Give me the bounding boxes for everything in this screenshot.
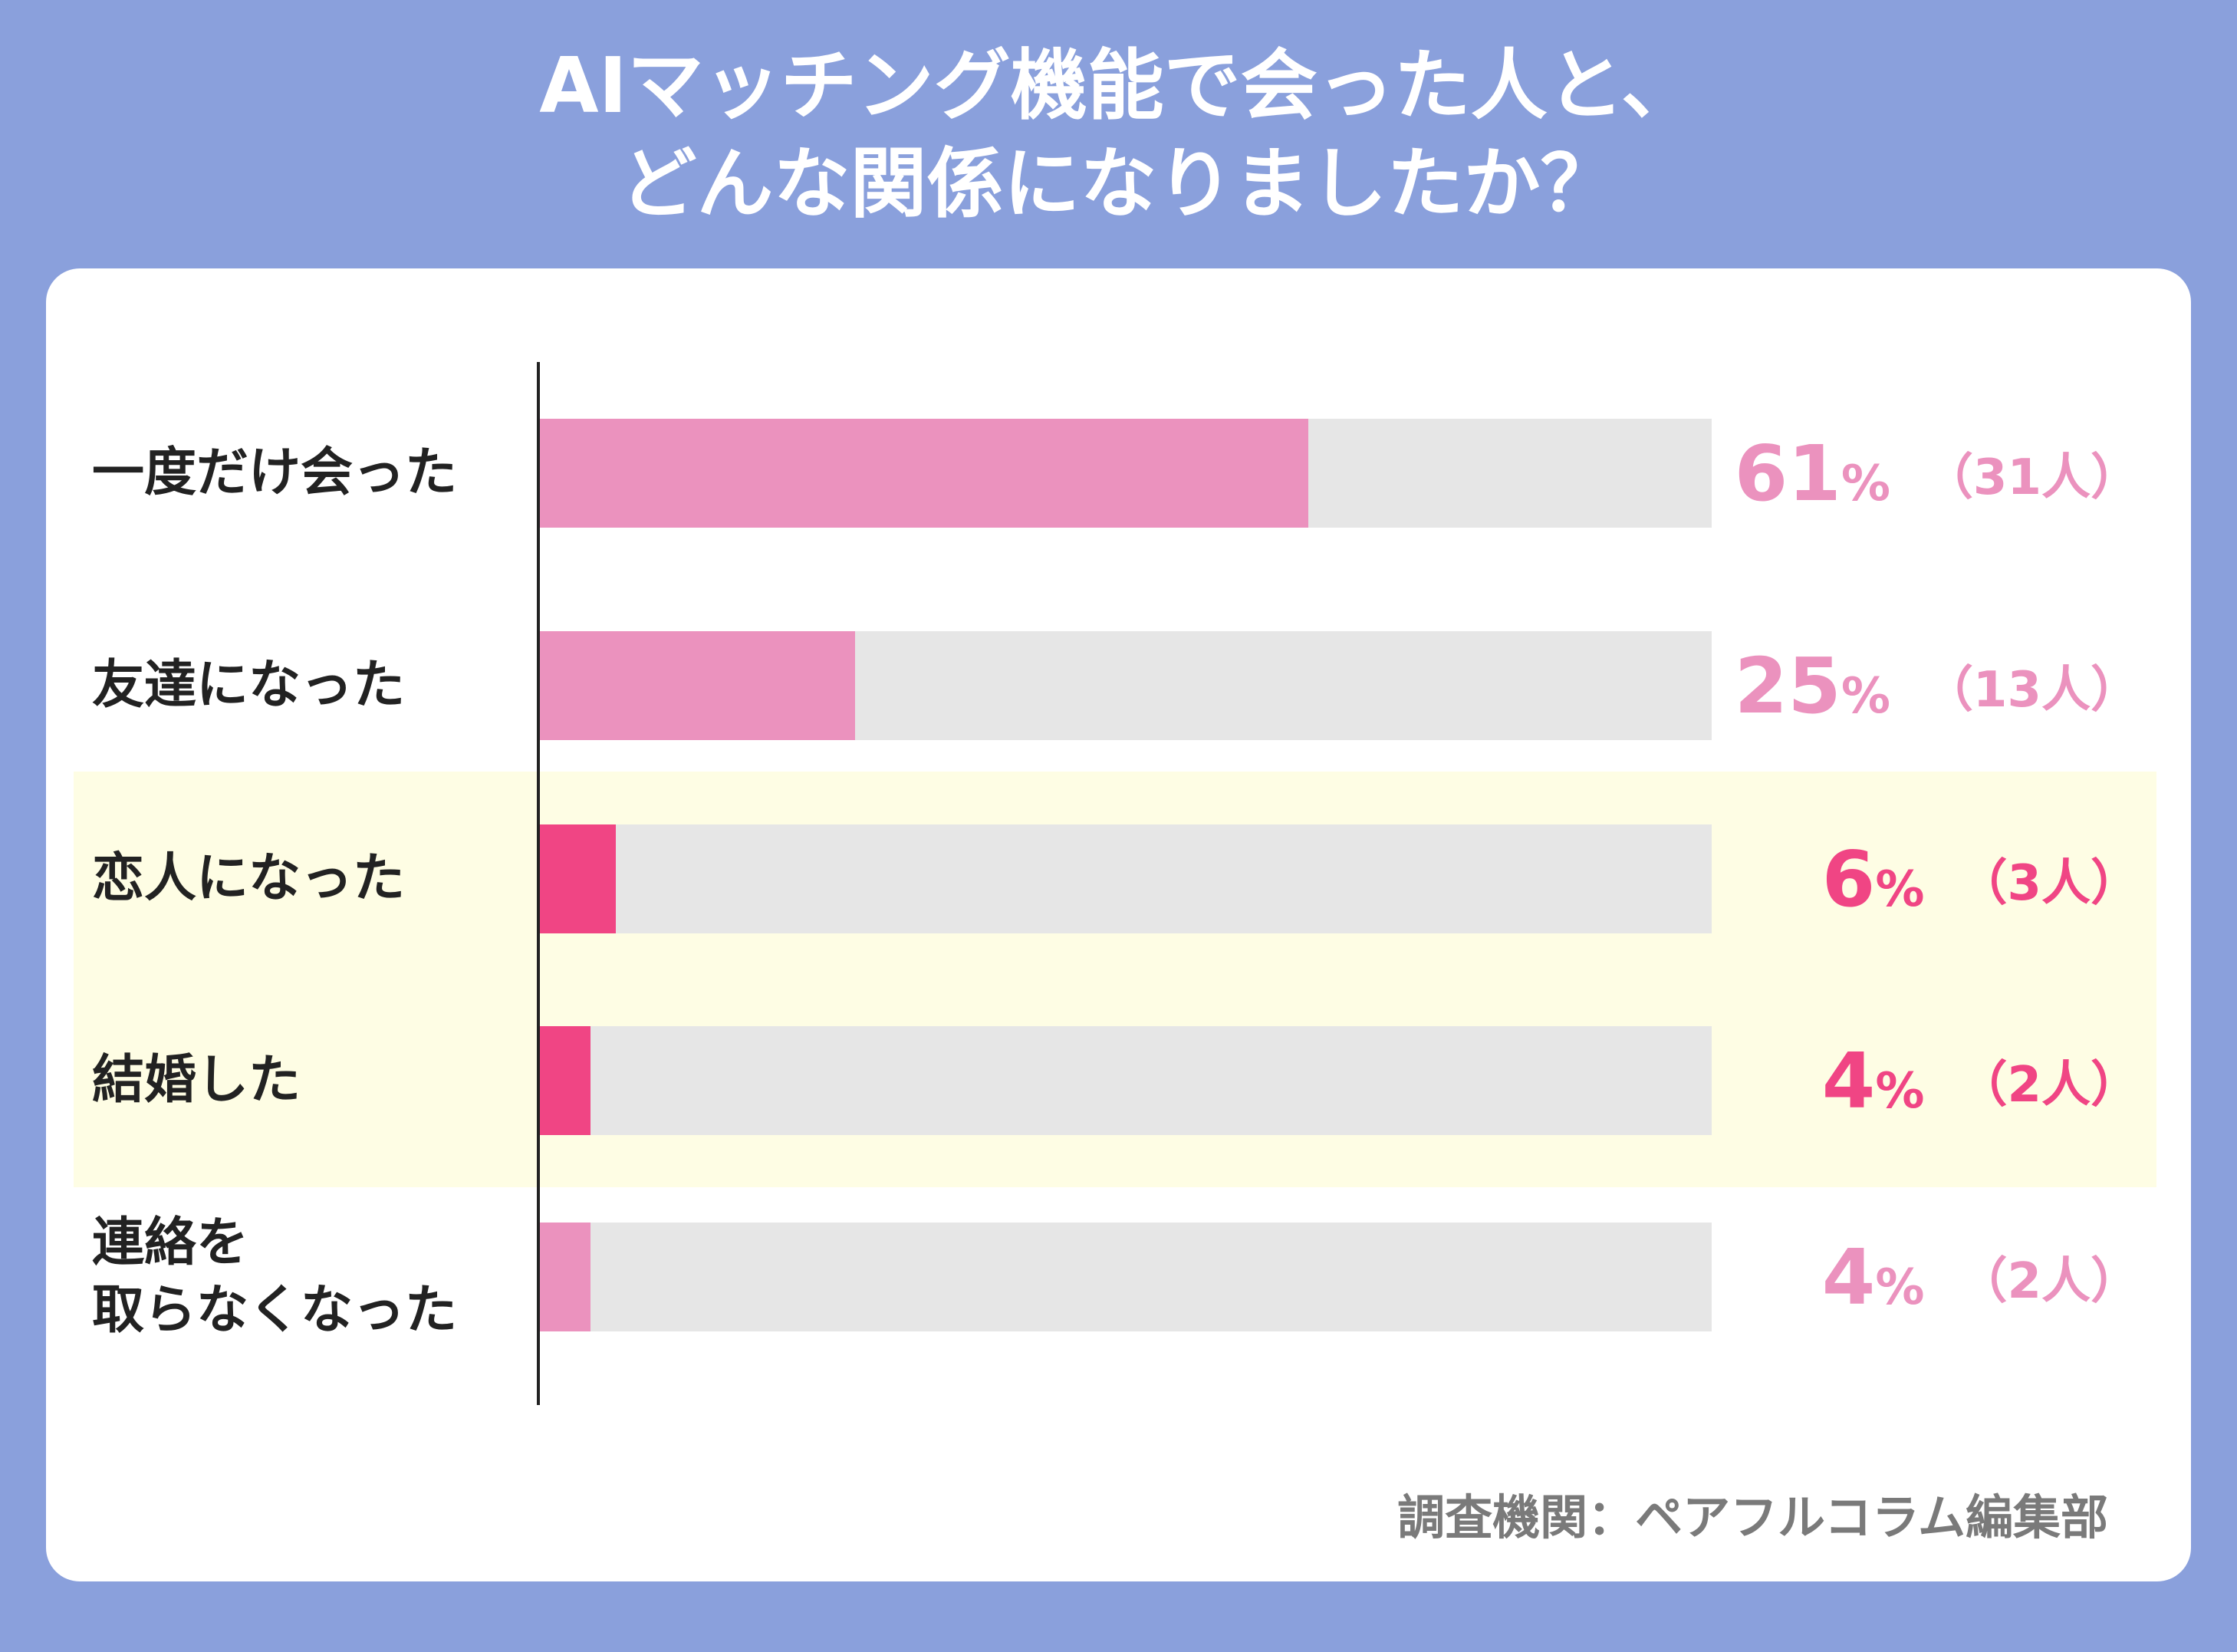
chart-title: AIマッチング機能で会った人と、 どんな関係になりましたか？ xyxy=(0,37,2237,233)
count-label: （31人） xyxy=(1923,449,2140,506)
percent-value: 25 xyxy=(1734,640,1841,731)
bar xyxy=(540,631,855,740)
category-label-line: 取らなくなった xyxy=(92,1280,458,1341)
percent-unit: % xyxy=(1875,1259,1925,1316)
percent-unit: % xyxy=(1841,455,1890,512)
category-label: 恋人になった xyxy=(92,845,521,913)
percent-label: 6% xyxy=(1725,834,1925,924)
category-label: 結婚した xyxy=(92,1047,521,1114)
percent-value: 4 xyxy=(1821,1232,1876,1322)
source-note: 調査機関：ペアフルコラム編集部 xyxy=(1397,1489,2108,1545)
bar-track xyxy=(540,631,1712,740)
bar-track xyxy=(540,1223,1712,1331)
category-label-line: 連絡を xyxy=(92,1213,249,1273)
count-label: （13人） xyxy=(1923,662,2140,719)
percent-label: 4% xyxy=(1725,1232,1925,1322)
percent-value: 61 xyxy=(1734,428,1841,518)
value-label: 4% （2人） xyxy=(1725,1026,2140,1135)
percent-unit: % xyxy=(1841,667,1890,725)
count-label: （2人） xyxy=(1958,1057,2140,1114)
percent-value: 6 xyxy=(1821,834,1876,924)
chart-title-line-1: AIマッチング機能で会った人と、 xyxy=(539,41,1698,130)
value-label: 6% （3人） xyxy=(1725,824,2140,933)
percent-value: 4 xyxy=(1821,1035,1876,1126)
bar-track xyxy=(540,1026,1712,1135)
bar xyxy=(540,824,616,933)
percent-label: 61% xyxy=(1725,429,1890,518)
category-label: 友達になった xyxy=(92,652,521,719)
category-label-line: 恋人になった xyxy=(92,848,406,909)
bar xyxy=(540,419,1308,528)
percent-label: 25% xyxy=(1725,641,1890,731)
percent-unit: % xyxy=(1875,861,1925,918)
category-label: 連絡を取らなくなった xyxy=(92,1209,521,1344)
bar-track xyxy=(540,824,1712,933)
bar-track xyxy=(540,419,1712,528)
count-label: （2人） xyxy=(1958,1253,2140,1310)
category-label: 一度だけ会った xyxy=(92,439,521,507)
category-label-line: 友達になった xyxy=(92,655,406,716)
bar xyxy=(540,1026,591,1135)
chart-title-line-2: どんな関係になりましたか？ xyxy=(620,139,1617,229)
count-label: （3人） xyxy=(1958,855,2140,912)
percent-label: 4% xyxy=(1725,1035,1925,1126)
value-label: 25% （13人） xyxy=(1725,631,2140,740)
percent-unit: % xyxy=(1875,1062,1925,1120)
category-label-line: 結婚した xyxy=(92,1050,301,1111)
value-label: 61% （31人） xyxy=(1725,419,2140,528)
category-label-line: 一度だけ会った xyxy=(92,443,458,503)
value-label: 4% （2人） xyxy=(1725,1223,2140,1331)
bar xyxy=(540,1223,591,1331)
y-axis-line xyxy=(537,362,540,1405)
